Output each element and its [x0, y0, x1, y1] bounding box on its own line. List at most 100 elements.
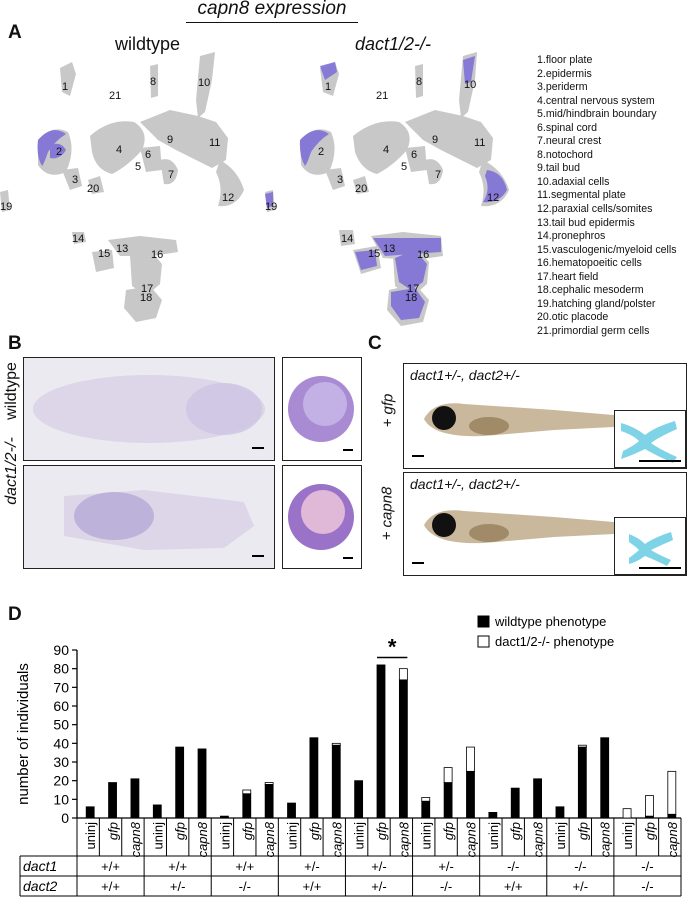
x-category-label: uninj	[150, 822, 165, 850]
cluster-legend-item: 12.paraxial cells/somites	[537, 203, 653, 216]
cluster-label: 8	[416, 76, 423, 88]
bar-mutant	[466, 746, 475, 772]
legend-label-wildtype: wildtype phenotype	[494, 614, 606, 629]
cluster-shape	[130, 250, 162, 296]
x-category-label: capn8	[262, 821, 277, 857]
bar-mutant	[242, 789, 252, 795]
cluster-legend-item: 6.spinal cord	[537, 121, 598, 134]
cluster-label: 16	[417, 249, 430, 261]
cluster-shape	[92, 250, 114, 272]
cluster-shape	[425, 159, 443, 185]
cluster-shape	[124, 286, 162, 322]
cartilage-inset-capn8-svg	[629, 532, 681, 569]
cluster-label: 11	[474, 137, 486, 149]
cluster-label: 15	[368, 248, 381, 260]
bar-mutant	[443, 767, 453, 783]
cluster-legend-item: 4.central nervous system	[537, 94, 655, 107]
umap-wildtype-clusters	[0, 52, 244, 322]
cluster-shape	[88, 176, 104, 194]
cartilage-shape	[621, 421, 677, 463]
bar-wildtype	[287, 802, 296, 819]
expression-patch	[391, 288, 425, 320]
genotype-dact1: +/+	[235, 859, 254, 874]
row-label-dact1: dact1	[23, 858, 57, 874]
cluster-label: 3	[72, 174, 79, 186]
umap-wildtype-expression	[37, 130, 66, 166]
bar-wildtype	[220, 815, 229, 819]
bar-mutant	[667, 770, 677, 815]
genotype-dact2: -/-	[641, 879, 653, 894]
bar-mutant	[622, 808, 632, 819]
cluster-shape	[140, 110, 228, 168]
cluster-shape	[160, 159, 178, 185]
cluster-shape	[405, 110, 493, 168]
bar-wildtype	[466, 770, 475, 819]
cluster-label: 4	[116, 144, 123, 156]
bar-mutant	[421, 797, 431, 802]
larva-gfp-image: dact1+/-, dact2+/-	[403, 363, 687, 469]
x-category-label: capn8	[598, 821, 613, 857]
bar-wildtype	[577, 746, 587, 819]
cartilage-shape	[629, 532, 673, 566]
larva-eye	[432, 406, 456, 430]
bar-chart: 0 10 20 30 40 50 60 70 80 90 number of individuals…	[15, 614, 682, 897]
genotype-dact2: +/-	[170, 879, 186, 894]
cluster-label: 13	[383, 243, 396, 255]
cluster-label: 11	[209, 137, 221, 149]
cluster-label: 15	[98, 248, 111, 260]
cluster-label: 9	[167, 134, 174, 146]
cluster-shape	[353, 176, 369, 194]
mutant-whole-embryo-image	[282, 465, 362, 569]
cluster-label: 1	[62, 81, 69, 93]
cluster-legend-item: 8.notochord	[537, 148, 593, 161]
y-tick-label: 50	[53, 717, 69, 733]
x-category-label: gfp	[106, 822, 121, 840]
cluster-shape	[216, 160, 244, 207]
bar-wildtype	[152, 804, 162, 819]
genotype-dact1: -/-	[574, 859, 586, 874]
y-tick-label: 20	[53, 773, 69, 789]
bar-wildtype	[533, 778, 542, 819]
genotype-dact2: -/-	[239, 879, 251, 894]
bar-wildtype	[175, 746, 185, 819]
cluster-label: 2	[56, 146, 63, 158]
x-category-label: capn8	[665, 821, 680, 857]
y-tick-label: 70	[53, 679, 69, 695]
umap-mutant	[265, 52, 509, 326]
x-category-label: uninj	[553, 822, 568, 850]
bar-wildtype	[421, 800, 431, 819]
x-category-label: capn8	[463, 821, 478, 857]
cluster-label: 19	[265, 201, 278, 213]
y-axis-label: number of individuals	[15, 663, 32, 805]
x-category-label: capn8	[128, 821, 143, 857]
genotype-dact1: +/-	[304, 859, 320, 874]
wildtype-flatmount-image	[23, 357, 275, 461]
umap-title-mutant: dact1/2-/-	[355, 34, 432, 54]
y-tick-label: 0	[61, 810, 69, 826]
cluster-label: 18	[405, 292, 418, 304]
panel-letter-c: C	[368, 333, 382, 354]
larva-capn8-image: dact1+/-, dact2+/-	[403, 472, 687, 576]
cluster-label: 14	[341, 233, 354, 245]
cluster-legend-item: 14.pronephros	[537, 230, 606, 243]
cluster-label: 19	[0, 201, 13, 213]
x-category-label: capn8	[329, 821, 344, 857]
cluster-label: 13	[116, 243, 129, 255]
cluster-label: 14	[72, 233, 85, 245]
cluster-label: 18	[140, 292, 153, 304]
bar-wildtype	[510, 787, 520, 819]
bar-mutant	[398, 668, 408, 681]
wildtype-whole-embryo-image	[282, 357, 362, 461]
expression-patch	[373, 238, 441, 256]
bar-wildtype	[264, 783, 274, 819]
injection-label-gfp: + gfp	[379, 393, 397, 428]
x-category-label: gfp	[240, 822, 255, 840]
x-category-label: capn8	[531, 821, 546, 857]
cluster-label: 5	[135, 161, 142, 173]
genotype-dact1: +/+	[101, 859, 120, 874]
expression-patch	[37, 130, 66, 166]
cluster-legend-item: 10.adaxial cells	[537, 175, 610, 188]
panel-letter-d: D	[8, 604, 22, 625]
cluster-legend-item: 19.hatching gland/polster	[537, 297, 656, 310]
bar-wildtype	[376, 664, 386, 819]
